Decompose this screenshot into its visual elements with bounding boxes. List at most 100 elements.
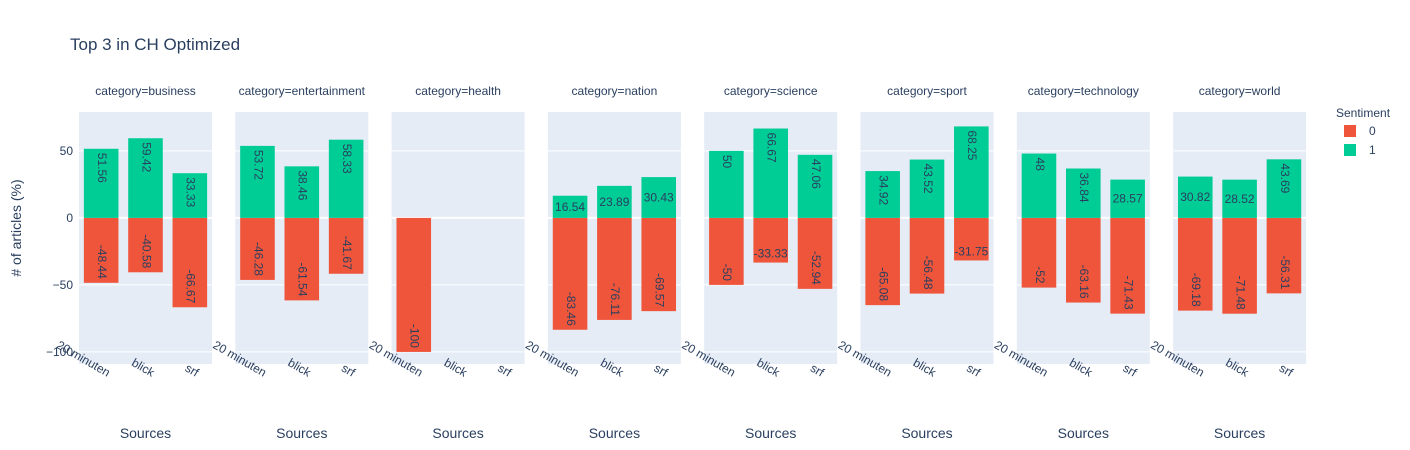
bar: [709, 217, 744, 285]
legend: Sentiment 0 1: [1336, 106, 1391, 157]
chart-title: Top 3 in CH Optimized: [70, 35, 240, 54]
bar-value-label: -33.33: [754, 247, 788, 261]
bar-value-label: -52.94: [809, 251, 823, 285]
bar-value-label: -48.44: [95, 245, 109, 279]
bar: [1266, 217, 1302, 294]
bar: [172, 173, 208, 218]
x-axis-title: Sources: [120, 425, 171, 441]
bar: [865, 217, 900, 306]
bar: [909, 159, 945, 218]
bar-value-label: 68.25: [965, 130, 979, 160]
facet-title: category=health: [415, 84, 501, 98]
bar-value-label: 28.52: [1225, 192, 1255, 206]
facet-panel: category=nation -83.46 -76.11 -69.57 16.54 23…: [523, 84, 681, 441]
bar: [641, 217, 677, 312]
bar-value-label: -31.75: [954, 244, 988, 258]
y-axis-title: # of articles (%): [8, 179, 24, 276]
bar-value-label: -40.58: [139, 234, 153, 268]
bar-value-label: 66.67: [765, 133, 779, 163]
y-tick-label: 50: [60, 144, 74, 158]
bar-value-label: -69.57: [653, 273, 667, 307]
bar: [641, 177, 677, 218]
facet-title: category=technology: [1028, 84, 1139, 98]
bar-value-label: 51.56: [95, 153, 109, 183]
bar-value-label: -52: [1033, 266, 1047, 284]
bar: [240, 217, 275, 280]
legend-swatch[interactable]: [1344, 144, 1356, 156]
bar-value-label: 23.89: [599, 195, 629, 209]
bar: [284, 217, 320, 301]
facet-title: category=world: [1199, 84, 1281, 98]
x-axis-title: Sources: [276, 425, 327, 441]
bar: [552, 195, 588, 218]
bar-value-label: 43.52: [921, 164, 935, 194]
bar-value-label: -61.54: [296, 262, 310, 296]
legend-item-label[interactable]: 1: [1369, 143, 1376, 157]
x-axis-title: Sources: [1214, 425, 1265, 441]
bar: [83, 148, 119, 218]
bar: [128, 217, 163, 273]
bar-value-label: 16.54: [555, 200, 585, 214]
facet-title: category=business: [95, 84, 195, 98]
bar: [753, 128, 788, 218]
bar: [1177, 217, 1213, 311]
bar: [1066, 168, 1101, 218]
bar-value-label: -63.16: [1077, 265, 1091, 299]
bar: [865, 171, 900, 218]
bar-value-label: -56.31: [1278, 255, 1292, 289]
bar-value-label: 47.06: [809, 159, 823, 189]
bar: [284, 166, 320, 218]
y-tick-label: −100: [46, 345, 73, 359]
bar-value-label: -71.48: [1233, 276, 1247, 310]
bar: [1222, 179, 1257, 218]
bar-value-label: 58.33: [340, 144, 354, 174]
bar: [597, 185, 632, 218]
facets: category=business -48.44 -40.58 -66.67 51.56…: [54, 84, 1307, 441]
bar: [1066, 217, 1101, 303]
bar-value-label: 30.43: [644, 190, 674, 204]
bar-value-label: 33.33: [184, 177, 198, 207]
bar: [128, 138, 163, 218]
bar-value-label: 53.72: [251, 150, 265, 180]
x-axis-title: Sources: [589, 425, 640, 441]
bar: [83, 217, 119, 283]
facet-title: category=nation: [572, 84, 658, 98]
bar: [328, 217, 364, 274]
bar: [954, 126, 989, 218]
legend-item-label[interactable]: 0: [1369, 124, 1376, 138]
bar-value-label: 43.69: [1278, 163, 1292, 193]
bar-value-label: 50: [720, 155, 734, 169]
legend-swatch[interactable]: [1344, 125, 1356, 137]
facet-panel: category=entertainment -46.28 -61.54 -41.67…: [211, 84, 369, 441]
bar-value-label: 36.84: [1077, 173, 1091, 203]
y-axis: 50 0 −50 −100: [46, 144, 73, 359]
bar: [240, 145, 275, 218]
bar-value-label: -76.11: [608, 283, 622, 316]
bar: [1177, 176, 1213, 218]
x-axis-title: Sources: [1058, 425, 1109, 441]
bar: [1110, 179, 1145, 218]
facet-title: category=entertainment: [239, 84, 366, 98]
bar-value-label: -50: [720, 264, 734, 282]
facet-panel: category=world -69.18 -71.48 -56.31 30.82 28.…: [1148, 84, 1307, 441]
facet-title: category=science: [724, 84, 818, 98]
bar: [396, 217, 432, 352]
bar-value-label: -83.46: [564, 292, 578, 326]
bar-value-label: -41.67: [340, 236, 354, 270]
bar: [753, 217, 788, 263]
x-axis-title: Sources: [432, 425, 483, 441]
legend-title: Sentiment: [1336, 106, 1391, 120]
bar-value-label: 48: [1033, 158, 1047, 172]
bar-value-label: -71.43: [1121, 276, 1135, 310]
bar-value-label: 38.46: [296, 170, 310, 200]
bar: [797, 154, 833, 218]
bar-value-label: -69.18: [1189, 273, 1203, 307]
bar: [797, 217, 833, 289]
x-axis-title: Sources: [901, 425, 952, 441]
bar: [552, 217, 588, 330]
bar: [172, 217, 208, 308]
facet-panel: category=business -48.44 -40.58 -66.67 51.56…: [54, 84, 212, 441]
bar-value-label: 28.57: [1113, 192, 1143, 206]
